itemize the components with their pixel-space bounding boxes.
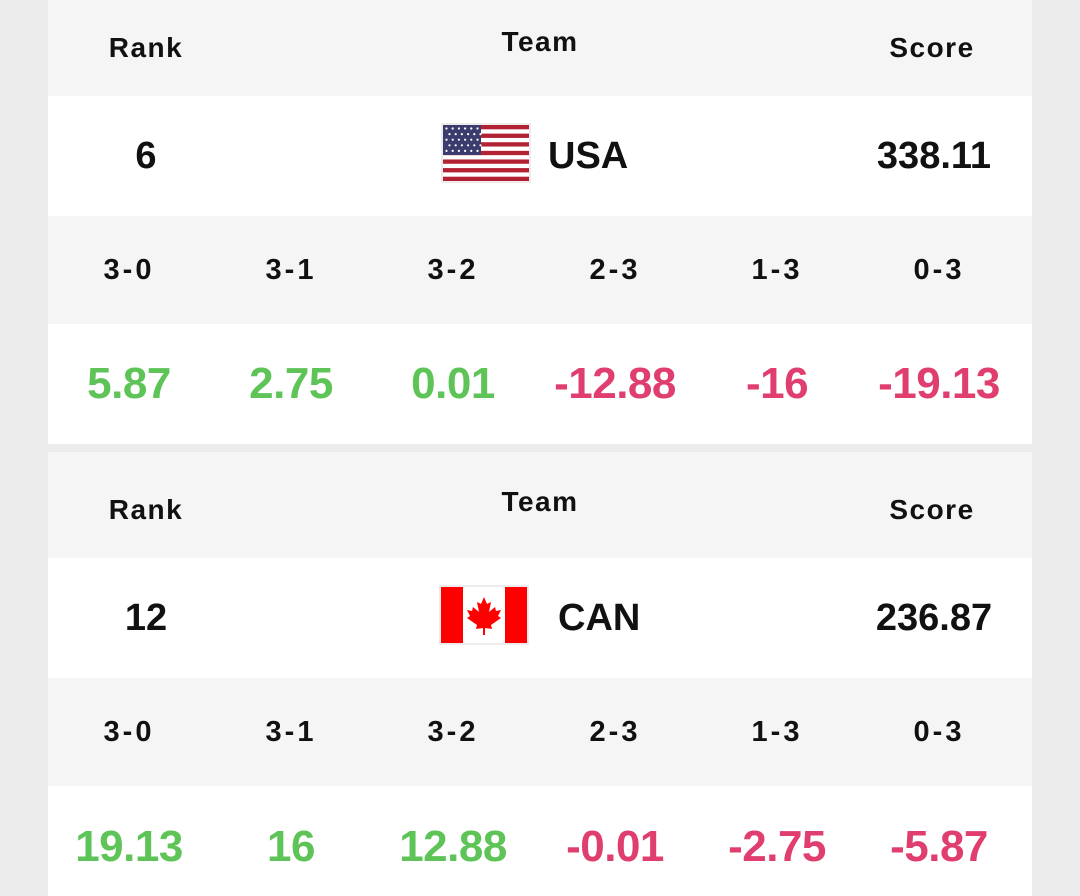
rankings-panel: Rank Team Score 6 USA 338.11 3-0 3-1 3-2… — [48, 0, 1032, 896]
team-card-can: Rank Team Score 12 CAN 236.87 3-0 3-1 3-… — [48, 452, 1032, 896]
set-label-1-3: 1-3 — [751, 253, 803, 286]
set-value: -0.01 — [566, 822, 664, 871]
set-labels-row: 3-0 3-1 3-2 2-3 1-3 0-3 — [48, 216, 1032, 324]
rank-value: 12 — [124, 596, 168, 639]
canada-flag-graphic — [441, 587, 527, 643]
set-label-3-2: 3-2 — [427, 253, 479, 286]
set-label-3-1: 3-1 — [265, 253, 317, 286]
score-value: 338.11 — [876, 134, 992, 177]
set-label-0-3: 0-3 — [913, 715, 965, 748]
set-value: -2.75 — [728, 822, 826, 871]
set-label-3-0: 3-0 — [103, 715, 155, 748]
team-header-row: Rank Team Score — [48, 452, 1032, 558]
set-value: -12.88 — [554, 359, 676, 408]
team-code: CAN — [558, 596, 641, 639]
set-value: -5.87 — [890, 822, 988, 871]
set-value: 0.01 — [411, 359, 495, 408]
score-header: Score — [889, 32, 975, 63]
set-values-row: 19.13 16 12.88 -0.01 -2.75 -5.87 — [48, 786, 1032, 896]
set-value: -16 — [745, 359, 809, 408]
set-value: 2.75 — [249, 359, 333, 408]
set-values-row: 5.87 2.75 0.01 -12.88 -16 -19.13 — [48, 324, 1032, 444]
team-header-row: Rank Team Score — [48, 0, 1032, 96]
rank-header: Rank — [108, 494, 184, 525]
card-divider — [48, 444, 1032, 452]
score-header: Score — [889, 494, 975, 525]
team-code: USA — [548, 134, 629, 177]
set-value: 19.13 — [75, 822, 183, 871]
usa-flag-icon — [441, 123, 531, 183]
rank-header: Rank — [108, 32, 184, 63]
set-label-3-1: 3-1 — [265, 715, 317, 748]
set-label-2-3: 2-3 — [589, 253, 641, 286]
set-label-3-2: 3-2 — [427, 715, 479, 748]
set-labels-row: 3-0 3-1 3-2 2-3 1-3 0-3 — [48, 678, 1032, 786]
score-value: 236.87 — [875, 596, 993, 639]
set-value: 12.88 — [399, 822, 507, 871]
rank-value: 6 — [135, 134, 157, 177]
canada-flag-icon — [439, 585, 529, 645]
team-header: Team — [501, 26, 579, 57]
set-label-0-3: 0-3 — [913, 253, 965, 286]
set-label-3-0: 3-0 — [103, 253, 155, 286]
set-label-1-3: 1-3 — [751, 715, 803, 748]
team-info-row[interactable]: 12 CAN 236.87 — [48, 558, 1032, 678]
usa-flag-graphic — [443, 125, 529, 181]
set-value: 16 — [267, 822, 315, 871]
team-card-usa: Rank Team Score 6 USA 338.11 3-0 3-1 3-2… — [48, 0, 1032, 444]
team-header: Team — [501, 486, 579, 517]
team-info-row[interactable]: 6 USA 338.11 — [48, 96, 1032, 216]
set-value: 5.87 — [87, 359, 171, 408]
set-label-2-3: 2-3 — [589, 715, 641, 748]
set-value: -19.13 — [878, 359, 1000, 408]
